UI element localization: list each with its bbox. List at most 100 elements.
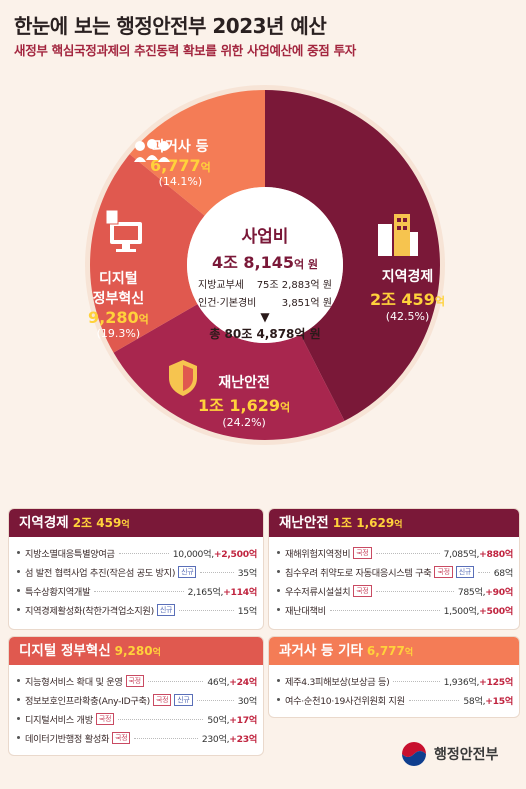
center-amount-unit: 억 원 [293, 258, 319, 271]
bullet [17, 608, 20, 611]
item-label: 지역경제활성화(착한가격업소지원) [25, 605, 154, 617]
item-change: +24억 [229, 676, 257, 688]
item-label: 재난대책비 [285, 605, 326, 617]
tag-national: 국정 [125, 674, 144, 687]
item-value: 2,165억, [187, 586, 224, 598]
item-change: +15억 [485, 695, 513, 707]
list-item: 정보보호인프라확충(Any-ID구축) 국정 신규 30억 [17, 690, 257, 709]
center-row2-label: 인건·기본경비 [198, 298, 257, 309]
tag-new: 신규 [174, 693, 193, 706]
list-item: 디지털서비스 개방 국정 50억, +17억 [17, 709, 257, 728]
item-label: 재해위험지역정비 [285, 548, 351, 560]
bullet [17, 589, 20, 592]
box-digital-sum-unit: 억 [152, 648, 161, 658]
bullet [277, 589, 280, 592]
page-title: 한눈에 보는 행정안전부 2023년 예산 [14, 14, 327, 38]
item-value: 68억 [493, 567, 514, 579]
box-past-sum-unit: 억 [404, 648, 414, 658]
item-change: +125억 [479, 676, 513, 688]
slice-safety [113, 304, 345, 440]
leader [408, 699, 460, 701]
item-change: +500억 [479, 605, 513, 617]
slice-regional-name: 지역경제 [381, 269, 434, 285]
box-digital-sum-value: 9,280 [114, 644, 153, 658]
item-value: 58억, [463, 695, 486, 707]
box-regional-list: 지방소멸대응특별양여금 10,000억, +2,500억 섬 발전 협력사업 추진(… [9, 537, 263, 623]
box-digital-sum: 9,280억 [115, 644, 161, 658]
item-value: 30억 [237, 695, 258, 707]
center-title: 사업비 [241, 227, 289, 247]
slice-digital-pct: (19.3%) [96, 327, 141, 340]
item-change: +17억 [229, 714, 257, 726]
box-safety-title: 재난안전 [279, 515, 329, 531]
tag-national: 국정 [353, 584, 372, 597]
list-item: 지능형서비스 확대 및 운영 국정 46억, +24억 [17, 671, 257, 690]
box-safety-list: 재해위험지역정비 국정 7,085억, +880억 침수우려 취약도로 자동대응시스템… [269, 537, 519, 623]
center-row2-value: 3,851억 원 [281, 298, 332, 309]
shield-icon [169, 360, 197, 396]
center-total: 총 80조 4,878억 원 [209, 327, 321, 341]
item-value: 785억, [457, 586, 486, 598]
item-value: 230억, [201, 733, 230, 745]
tag-national: 국정 [152, 693, 172, 706]
box-regional: 지역경제 2조 459억 지방소멸대응특별양여금 10,000억, +2,500억 섬… [8, 508, 264, 630]
pie-svg [85, 85, 445, 445]
bullet [277, 698, 280, 701]
box-regional-sum-value: 2조 459 [72, 516, 122, 530]
item-change: +2,500억 [213, 548, 257, 560]
slice-regional [265, 90, 440, 421]
slice-digital-name-2: 정부혁신 [92, 291, 145, 307]
leader [118, 552, 169, 554]
item-value: 10,000억, [172, 548, 214, 560]
bullet [17, 736, 20, 739]
bullet [17, 698, 20, 701]
slice-safety-amount-value: 1조 1,629 [198, 396, 281, 415]
box-safety-header: 재난안전 1조 1,629억 [269, 509, 519, 537]
box-safety-sum-unit: 억 [394, 520, 403, 530]
list-item: 우수저류시설설치 국정 785억, +90억 [277, 581, 513, 600]
item-value: 46억, [207, 676, 230, 688]
list-item: 섬 발전 협력사업 추진(작은섬 공도 방지) 신규 35억 [17, 562, 257, 581]
down-arrow-icon: ▼ [260, 310, 270, 324]
bullet [17, 551, 20, 554]
box-digital-header: 디지털 정부혁신 9,280억 [9, 637, 263, 665]
bullet [277, 570, 280, 573]
item-label: 침수우려 취약도로 자동대응시스템 구축 [285, 567, 432, 579]
computer-icon [105, 209, 142, 252]
center-amount-main: 4조 8,145 [211, 253, 294, 272]
slice-safety-amount-unit: 억 [280, 401, 291, 414]
leader [147, 680, 204, 682]
tag-national: 국정 [95, 712, 115, 725]
leader [329, 609, 440, 611]
slice-regional-amount-unit: 억 [434, 295, 445, 308]
slice-digital-amount: 9,280억 [88, 308, 149, 327]
budget-pie-chart: 사업비 4조 8,145억 원 지방교부세 75조 2,883억 원 인건·기본경… [0, 70, 526, 500]
item-change: +90억 [485, 586, 513, 598]
slice-regional-amount-value: 2조 459 [370, 290, 435, 309]
leader [118, 718, 204, 720]
slice-safety-amount: 1조 1,629억 [198, 392, 290, 416]
item-value: 1,936억, [443, 676, 480, 688]
item-change: +880억 [479, 548, 513, 560]
slice-digital [90, 154, 205, 353]
bullet [17, 717, 20, 720]
bullet [17, 570, 20, 573]
box-digital-title: 디지털 정부혁신 [19, 643, 111, 659]
center-summary: 사업비 4조 8,145억 원 지방교부세 75조 2,883억 원 인건·기본경… [190, 222, 340, 342]
tag-national: 국정 [434, 565, 453, 578]
box-regional-header: 지역경제 2조 459억 [9, 509, 263, 537]
item-value: 15억 [237, 605, 258, 617]
leader [94, 590, 184, 592]
center-row-2: 인건·기본경비 3,851억 원 [198, 294, 332, 309]
center-amount: 4조 8,145억 원 [190, 249, 340, 273]
slice-label-safety: 재난안전 1조 1,629억 (24.2%) [198, 372, 290, 429]
list-item: 재해위험지역정비 국정 7,085억, +880억 [277, 543, 513, 562]
box-digital: 디지털 정부혁신 9,280억 지능형서비스 확대 및 운영 국정 46억, +24억 … [8, 636, 264, 756]
list-item: 지역경제활성화(착한가격업소지원) 신규 15억 [17, 600, 257, 619]
item-label: 여수·순천10·19사건위원회 지원 [285, 695, 405, 707]
item-label: 지방소멸대응특별양여금 [25, 548, 115, 560]
item-label: 데이터기반행정 활성화 [25, 733, 110, 745]
slice-digital-amount-value: 9,280 [88, 308, 139, 327]
leader [393, 680, 440, 682]
list-item: 재난대책비 1,500억, +500억 [277, 600, 513, 619]
